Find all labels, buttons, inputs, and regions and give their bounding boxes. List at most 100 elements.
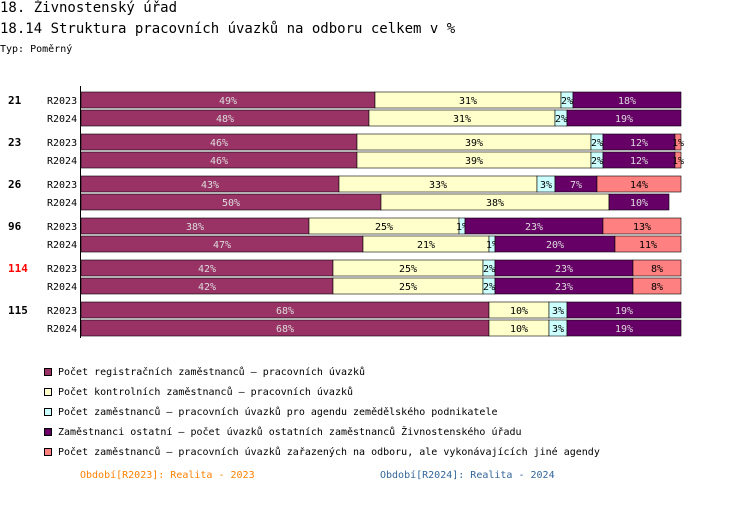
bar-segment-ostatni <box>566 301 682 319</box>
legend-label-ostatni: Zaměstnanci ostatní – počet úvazků ostat… <box>58 426 522 438</box>
data-label-registracni: 46% <box>210 138 228 149</box>
data-label-zemedelsky: 1% <box>486 240 498 251</box>
data-label-zemedelsky: 2% <box>561 96 573 107</box>
legend: Počet registračních zaměstnanců – pracov… <box>44 362 600 462</box>
period-row-label: R2023 <box>47 222 77 233</box>
data-label-kontrolni: 10% <box>510 324 528 335</box>
data-label-ostatni: 23% <box>555 282 573 293</box>
period-row-label: R2023 <box>47 180 77 191</box>
period-row-label: R2024 <box>47 198 77 209</box>
period-row-label: R2024 <box>47 114 77 125</box>
data-label-registracni: 46% <box>210 156 228 167</box>
data-label-registracni: 48% <box>216 114 234 125</box>
data-label-jine: 13% <box>633 222 651 233</box>
data-label-ostatni: 7% <box>570 180 582 191</box>
data-label-zemedelsky: 3% <box>552 324 564 335</box>
bar-segment-jine <box>674 133 682 151</box>
data-label-zemedelsky: 2% <box>591 156 603 167</box>
bar-segment-ostatni <box>566 109 682 127</box>
bar-segment-ostatni <box>608 193 670 211</box>
legend-label-registracni: Počet registračních zaměstnanců – pracov… <box>58 366 366 378</box>
period-label-2024: Období[R2024]: Realita - 2024 <box>380 470 555 481</box>
data-label-ostatni: 19% <box>615 324 633 335</box>
period-row-label: R2024 <box>47 240 77 251</box>
data-label-kontrolni: 33% <box>429 180 447 191</box>
data-label-registracni: 42% <box>198 282 216 293</box>
data-label-kontrolni: 39% <box>465 156 483 167</box>
data-label-registracni: 38% <box>186 222 204 233</box>
legend-label-kontrolni: Počet kontrolních zaměstnanců – pracovní… <box>58 386 354 398</box>
data-label-ostatni: 23% <box>525 222 543 233</box>
legend-label-zemedelsky: Počet zaměstnanců – pracovních úvazků pr… <box>58 406 498 418</box>
period-row-label: R2023 <box>47 264 77 275</box>
legend-item-zemedelsky: Počet zaměstnanců – pracovních úvazků pr… <box>44 402 600 422</box>
data-label-jine: 11% <box>639 240 657 251</box>
legend-swatch-jine <box>44 448 52 456</box>
period-label-2023: Období[R2023]: Realita - 2023 <box>80 470 255 481</box>
period-row-label: R2023 <box>47 96 77 107</box>
group-label-115: 115 <box>8 304 28 317</box>
legend-swatch-zemedelsky <box>44 408 52 416</box>
data-label-ostatni: 19% <box>615 306 633 317</box>
chart-type-label: Typ: Poměrný <box>0 44 73 55</box>
bar-segment-ostatni <box>566 319 682 337</box>
bar-segment-jine <box>674 151 682 169</box>
bar-segment-jine <box>614 235 682 253</box>
data-label-jine: 8% <box>651 282 663 293</box>
legend-swatch-kontrolni <box>44 388 52 396</box>
period-row-label: R2024 <box>47 324 77 335</box>
bar-segment-ostatni <box>572 91 682 109</box>
bar-segment-jine <box>596 175 682 193</box>
data-label-ostatni: 12% <box>630 138 648 149</box>
data-label-jine: 1% <box>672 156 684 167</box>
data-label-ostatni: 19% <box>615 114 633 125</box>
data-label-zemedelsky: 2% <box>591 138 603 149</box>
data-label-ostatni: 10% <box>630 198 648 209</box>
period-row-label: R2023 <box>47 138 77 149</box>
chart-subtitle: 18.14 Struktura pracovních úvazků na odb… <box>0 21 456 37</box>
data-label-registracni: 49% <box>219 96 237 107</box>
data-label-zemedelsky: 2% <box>483 264 495 275</box>
data-label-ostatni: 23% <box>555 264 573 275</box>
data-label-zemedelsky: 3% <box>540 180 552 191</box>
data-label-zemedelsky: 2% <box>555 114 567 125</box>
legend-item-ostatni: Zaměstnanci ostatní – počet úvazků ostat… <box>44 422 600 442</box>
data-label-kontrolni: 10% <box>510 306 528 317</box>
data-label-registracni: 47% <box>213 240 231 251</box>
group-label-96: 96 <box>8 220 22 233</box>
period-row-label: R2024 <box>47 282 77 293</box>
data-label-ostatni: 20% <box>546 240 564 251</box>
chart-title: 18. Živnostenský úřad <box>0 0 178 16</box>
group-label-23: 23 <box>8 136 21 149</box>
legend-item-kontrolni: Počet kontrolních zaměstnanců – pracovní… <box>44 382 600 402</box>
data-label-registracni: 68% <box>276 324 294 335</box>
data-label-jine: 1% <box>672 138 684 149</box>
legend-swatch-registracni <box>44 368 52 376</box>
data-label-zemedelsky: 3% <box>552 306 564 317</box>
legend-item-registracni: Počet registračních zaměstnanců – pracov… <box>44 362 600 382</box>
period-row-label: R2024 <box>47 156 77 167</box>
group-label-114: 114 <box>8 262 28 275</box>
data-label-kontrolni: 38% <box>486 198 504 209</box>
data-label-kontrolni: 21% <box>417 240 435 251</box>
data-label-registracni: 42% <box>198 264 216 275</box>
data-label-kontrolni: 31% <box>453 114 471 125</box>
data-label-kontrolni: 39% <box>465 138 483 149</box>
data-label-ostatni: 12% <box>630 156 648 167</box>
data-label-kontrolni: 31% <box>459 96 477 107</box>
bar-segment-jine <box>602 217 682 235</box>
data-label-kontrolni: 25% <box>375 222 393 233</box>
data-label-registracni: 50% <box>222 198 240 209</box>
group-label-26: 26 <box>8 178 22 191</box>
bar-segment-jine <box>632 277 682 295</box>
stacked-bar-chart: 21 R2023 49% 31% 2% 18% R2024 48% 31% 2% 19% 23 R202… <box>8 86 684 338</box>
data-label-kontrolni: 25% <box>399 282 417 293</box>
data-label-jine: 8% <box>651 264 663 275</box>
data-label-jine: 14% <box>630 180 648 191</box>
period-row-label: R2023 <box>47 306 77 317</box>
data-label-registracni: 43% <box>201 180 219 191</box>
legend-item-jine: Počet zaměstnanců – pracovních úvazků za… <box>44 442 600 462</box>
legend-label-jine: Počet zaměstnanců – pracovních úvazků za… <box>58 446 600 458</box>
data-label-ostatni: 18% <box>618 96 636 107</box>
data-label-registracni: 68% <box>276 306 294 317</box>
